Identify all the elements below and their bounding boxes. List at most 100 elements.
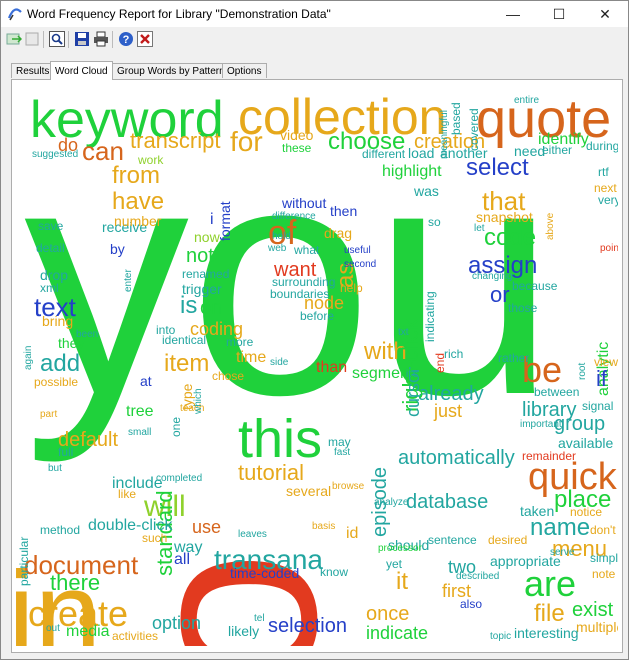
cloud-word[interactable]: changing — [472, 271, 513, 282]
cloud-word[interactable]: simply — [590, 551, 618, 565]
cloud-word[interactable]: again — [23, 345, 34, 370]
cloud-word[interactable]: save — [38, 219, 64, 233]
cloud-word[interactable]: described — [456, 571, 500, 582]
cloud-word[interactable]: drag — [324, 225, 353, 241]
cloud-word[interactable]: like — [118, 487, 137, 501]
cloud-word[interactable]: video — [280, 127, 314, 143]
cloud-word[interactable]: automatically — [398, 447, 515, 469]
cloud-word[interactable]: note — [592, 567, 616, 581]
cloud-word[interactable]: possible — [34, 375, 79, 389]
cloud-word[interactable]: help — [340, 281, 363, 295]
cloud-word[interactable]: leaves — [238, 529, 267, 540]
cloud-word[interactable]: trigger — [182, 281, 222, 297]
cloud-word[interactable]: two — [448, 557, 477, 577]
cloud-word[interactable]: place — [554, 486, 612, 513]
cloud-word[interactable]: above — [545, 212, 556, 240]
cloud-word[interactable]: these — [282, 141, 312, 155]
cloud-word[interactable]: are — [524, 563, 577, 604]
cloud-word[interactable]: you — [24, 94, 557, 463]
cloud-word[interactable]: txt — [398, 327, 409, 338]
cloud-word[interactable]: they — [58, 335, 85, 351]
cloud-word[interactable]: add — [40, 350, 81, 377]
cloud-word[interactable]: notice — [570, 505, 603, 519]
cloud-word[interactable]: for — [230, 126, 263, 157]
cloud-word[interactable]: useful — [344, 245, 371, 256]
cloud-word[interactable]: rich — [444, 347, 464, 361]
cloud-word[interactable]: between — [534, 385, 580, 399]
cloud-word[interactable]: be — [522, 349, 563, 390]
cloud-word[interactable]: during — [586, 139, 618, 153]
cloud-word[interactable]: root — [577, 362, 588, 380]
cloud-word[interactable]: renamed — [182, 267, 230, 281]
cloud-word[interactable]: just — [434, 401, 463, 421]
cloud-word[interactable]: suggested — [32, 149, 79, 160]
cloud-word[interactable]: processor — [378, 543, 422, 554]
cloud-word[interactable]: rather — [498, 351, 530, 365]
cloud-word[interactable]: group — [554, 413, 606, 435]
cloud-word[interactable]: option — [152, 613, 202, 633]
cloud-word[interactable]: select — [466, 154, 529, 181]
cloud-word[interactable]: way — [174, 539, 203, 556]
cloud-word[interactable]: assign — [468, 252, 538, 279]
cloud-word[interactable]: is — [180, 292, 198, 319]
cloud-word[interactable]: know — [320, 565, 349, 579]
cloud-word[interactable]: don't — [590, 523, 616, 537]
cloud-word[interactable]: available — [558, 435, 614, 451]
cloud-word[interactable]: it's — [406, 369, 418, 380]
cloud-word[interactable]: full — [58, 445, 74, 459]
tab-word-cloud[interactable]: Word Cloud — [50, 61, 113, 80]
word-cloud[interactable]: youcliptoinkeywordcollectionquotethisbeq… — [16, 84, 618, 646]
cloud-word[interactable]: interesting — [514, 625, 579, 641]
cloud-word[interactable]: xml — [40, 281, 59, 295]
cloud-word[interactable]: than — [316, 359, 348, 376]
search-button[interactable] — [48, 30, 66, 48]
cloud-word[interactable]: also — [460, 597, 483, 611]
cloud-word[interactable]: important — [520, 419, 562, 430]
cloud-word[interactable]: time — [236, 349, 267, 366]
cloud-word[interactable]: different — [362, 147, 406, 161]
cloud-word[interactable]: drop — [40, 267, 69, 283]
tab-group-words-by-pattern[interactable]: Group Words by Pattern — [112, 63, 225, 78]
cloud-word[interactable]: particular — [17, 536, 31, 586]
cloud-word[interactable]: either — [542, 143, 573, 157]
cloud-word[interactable]: item — [164, 350, 210, 377]
cloud-word[interactable]: fast — [334, 447, 351, 458]
cloud-word[interactable]: work — [138, 153, 164, 167]
cloud-word[interactable]: snapshot — [476, 209, 533, 225]
export-button[interactable] — [5, 30, 23, 48]
cloud-word[interactable]: by — [110, 241, 125, 257]
title-bar[interactable]: Word Frequency Report for Library "Demon… — [1, 1, 628, 27]
cloud-word[interactable]: point — [600, 243, 618, 254]
cloud-word[interactable]: of — [268, 214, 297, 252]
cloud-word[interactable]: which — [193, 388, 204, 414]
cloud-word[interactable]: covered — [467, 108, 481, 151]
cloud-word[interactable]: do — [58, 135, 79, 155]
cloud-word[interactable]: such — [142, 531, 168, 545]
minimize-button[interactable]: — — [490, 1, 536, 27]
cloud-word[interactable]: identify — [538, 131, 589, 148]
help-button[interactable]: ? — [117, 30, 135, 48]
cloud-word[interactable]: id — [346, 525, 359, 542]
tab-results[interactable]: Results — [11, 63, 51, 78]
cloud-word[interactable]: transcript — [130, 128, 221, 153]
cloud-word[interactable]: rtf — [598, 165, 609, 179]
cloud-word[interactable]: menu — [552, 536, 608, 561]
close-button[interactable]: ✕ — [582, 1, 628, 27]
cloud-word[interactable]: next — [594, 181, 617, 195]
cloud-word[interactable]: double-click — [88, 517, 173, 534]
cloud-word[interactable]: meaningful — [439, 110, 450, 159]
cloud-word[interactable]: should — [388, 537, 430, 553]
cloud-word[interactable]: segment — [352, 365, 414, 382]
close-report-button[interactable] — [136, 30, 154, 48]
cloud-word[interactable]: bring — [42, 313, 74, 329]
cloud-word[interactable]: end — [433, 352, 447, 373]
cloud-word[interactable]: side — [270, 357, 289, 368]
cloud-word[interactable]: receive — [102, 219, 148, 235]
cloud-word[interactable]: if — [596, 366, 607, 391]
cloud-word[interactable]: activities — [112, 629, 159, 643]
cloud-word[interactable]: highlight — [382, 163, 442, 180]
cloud-word[interactable]: desired — [488, 533, 528, 547]
cloud-word[interactable]: first — [442, 581, 471, 601]
cloud-word[interactable]: method — [40, 523, 81, 537]
tab-options[interactable]: Options — [222, 63, 267, 78]
